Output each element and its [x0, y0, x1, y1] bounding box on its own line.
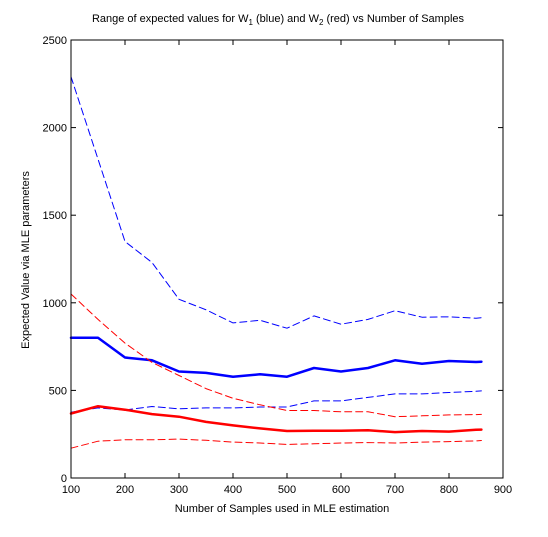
series-line-4	[70, 293, 482, 418]
x-tick-label: 900	[494, 484, 512, 496]
y-tick-label: 2000	[43, 123, 67, 135]
chart-title-part-3: (red) vs Number of Samples	[323, 13, 464, 25]
plot-background	[71, 40, 503, 478]
chart-title-subscript-1: 1	[248, 18, 253, 27]
series-line-1	[70, 76, 482, 329]
x-tick-label: 400	[224, 484, 242, 496]
x-tick-label: 700	[386, 484, 404, 496]
series-line-6	[70, 438, 482, 449]
series-group	[69, 76, 483, 449]
chart-title-part-1: Range of expected values for W	[92, 13, 249, 25]
y-tick-label: 2500	[43, 35, 67, 47]
plot-area	[71, 40, 503, 478]
series-line-2	[69, 336, 483, 378]
series-line-3	[70, 390, 482, 413]
x-tick-label: 800	[440, 484, 458, 496]
x-axis-label: Number of Samples used in MLE estimation	[175, 503, 390, 515]
chart-title-subscript-2: 2	[319, 18, 324, 27]
x-tick-label: 300	[170, 484, 188, 496]
y-axis-label: Expected Value via MLE parameters	[20, 171, 32, 349]
y-tick-label: 1500	[43, 210, 67, 222]
y-tick-label: 500	[49, 385, 67, 397]
x-tick-label: 600	[332, 484, 350, 496]
y-tick-label: 0	[61, 473, 67, 485]
y-tick-label: 1000	[43, 298, 67, 310]
chart-title: Range of expected values for W1 (blue) a…	[92, 13, 465, 27]
x-tick-label: 200	[116, 484, 134, 496]
x-tick-label: 100	[62, 484, 80, 496]
series-line-5	[69, 404, 483, 434]
chart-title-part-2: (blue) and W	[253, 13, 320, 25]
x-tick-label: 500	[278, 484, 296, 496]
axes: 100 200 300 400 500 600 700 800 900 0 500 1000 1500 2…	[43, 35, 513, 496]
